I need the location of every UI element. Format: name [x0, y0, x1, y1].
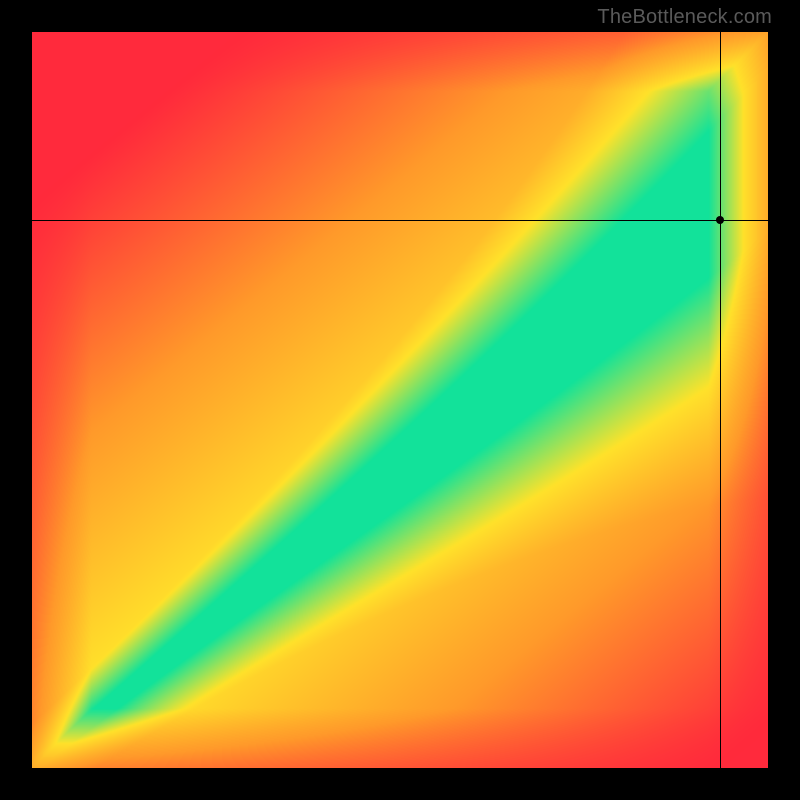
watermark-text: TheBottleneck.com — [597, 6, 772, 29]
heatmap-canvas — [32, 32, 768, 768]
crosshair-horizontal — [32, 220, 768, 221]
heatmap-plot — [32, 32, 768, 768]
crosshair-marker — [716, 216, 724, 224]
crosshair-vertical — [720, 32, 721, 768]
